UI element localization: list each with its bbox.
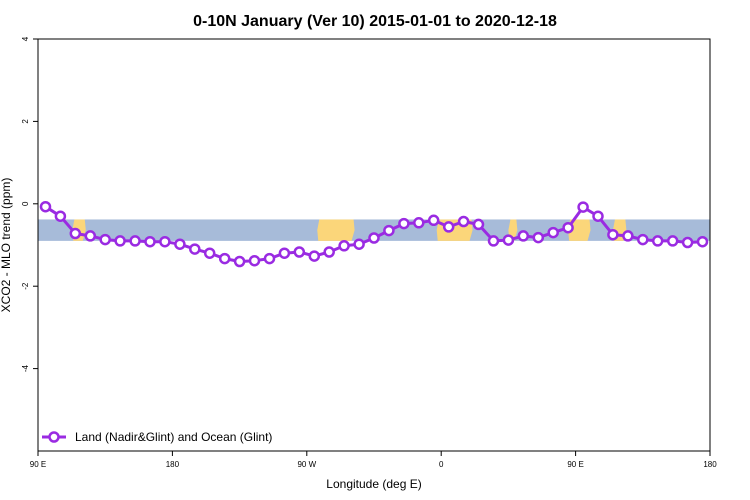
data-point	[442, 221, 455, 233]
data-point	[323, 246, 335, 258]
data-point	[487, 235, 500, 247]
x-tick-label: 90 W	[297, 460, 316, 469]
chart-title: 0-10N January (Ver 10) 2015-01-01 to 202…	[193, 13, 557, 30]
data-point	[681, 236, 694, 249]
data-point	[637, 233, 649, 246]
y-tick-label: 0	[21, 201, 30, 206]
data-point	[532, 231, 545, 244]
data-point	[622, 230, 634, 242]
data-point	[248, 254, 261, 267]
data-point	[69, 227, 82, 240]
data-point	[159, 235, 171, 248]
data-point	[502, 234, 515, 246]
data-point	[129, 235, 141, 247]
x-tick-label: 180	[703, 460, 717, 469]
data-point	[696, 235, 709, 248]
data-point	[84, 230, 97, 242]
data-point	[666, 235, 679, 247]
y-axis: 4 2 0 -2 -4	[21, 36, 38, 372]
legend-entry-label: Land (Nadir&Glint) and Ocean (Glint)	[75, 430, 272, 444]
data-point	[54, 210, 67, 222]
land-region-1	[317, 219, 355, 241]
legend-marker-swatch	[48, 431, 60, 443]
data-point	[353, 238, 365, 250]
data-point	[174, 238, 186, 250]
data-point	[607, 228, 619, 241]
data-point	[218, 252, 231, 265]
y-axis-label: XCO2 - MLO trend (ppm)	[0, 178, 13, 313]
x-tick-label: 90 E	[30, 460, 46, 469]
y-tick-label: -4	[21, 364, 30, 372]
data-point	[278, 247, 291, 259]
data-point	[368, 232, 380, 244]
data-point	[263, 252, 276, 265]
data-point	[398, 217, 410, 230]
y-tick-label: 4	[21, 36, 30, 41]
data-point	[592, 210, 604, 222]
x-tick-label: 0	[439, 460, 444, 469]
data-point	[413, 217, 425, 229]
series-layer	[39, 200, 709, 268]
x-axis: 90 E 180 90 W 0 90 E 180	[30, 451, 717, 469]
data-point	[114, 235, 126, 247]
data-point	[457, 215, 470, 228]
y-tick-label: 2	[21, 119, 30, 124]
data-point	[144, 235, 156, 248]
data-point	[203, 247, 216, 259]
data-point	[39, 200, 52, 213]
data-point	[577, 201, 589, 213]
data-point	[517, 230, 530, 242]
y-tick-label: -2	[21, 282, 30, 290]
plot-frame	[37, 38, 711, 452]
data-point	[472, 218, 485, 231]
data-point	[293, 246, 306, 258]
data-point	[562, 221, 574, 234]
land-region-4	[568, 219, 591, 241]
data-point	[308, 250, 321, 262]
data-point	[383, 224, 395, 237]
legend: Land (Nadir&Glint) and Ocean (Glint)	[42, 430, 272, 444]
data-point	[338, 240, 350, 252]
data-point	[547, 226, 559, 239]
data-point	[233, 255, 246, 268]
data-point	[651, 235, 664, 247]
x-tick-label: 90 E	[567, 460, 583, 469]
data-point	[99, 233, 111, 246]
x-axis-label: Longitude (deg E)	[326, 477, 421, 491]
data-point	[427, 214, 440, 227]
data-point	[189, 243, 201, 255]
x-tick-label: 180	[166, 460, 180, 469]
